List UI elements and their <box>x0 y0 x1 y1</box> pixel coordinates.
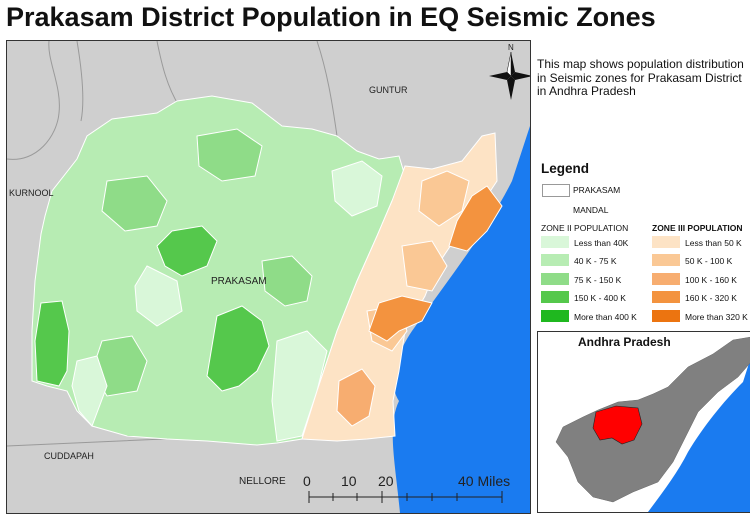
inset-sea <box>648 360 750 512</box>
scale-tick-10: 10 <box>341 473 357 489</box>
zone3-swatch-3 <box>652 273 680 285</box>
zone2-swatch-4 <box>541 291 569 303</box>
mandal-160k-320k[interactable] <box>448 185 503 252</box>
zone3-swatch-4 <box>652 291 680 303</box>
mandal-75k-150k[interactable] <box>196 128 263 182</box>
scale-tick-40: 40 Miles <box>458 473 510 489</box>
mandal-100k-160k[interactable] <box>336 368 376 427</box>
zone2-label-1: Less than 40K <box>574 238 629 248</box>
zone2-header: ZONE II POPULATION <box>541 223 629 233</box>
mandal-75k-150k[interactable] <box>101 175 168 232</box>
scale-bar <box>308 491 503 503</box>
scale-tick-0: 0 <box>303 473 311 489</box>
zone2-label-3: 75 K - 150 K <box>574 275 622 285</box>
map-description: This map shows population distribution i… <box>537 57 744 98</box>
zone3-swatch-5 <box>652 310 680 322</box>
mandal-160k-320k[interactable] <box>368 295 433 342</box>
zone3-swatch-1 <box>652 236 680 248</box>
label-kurnool: KURNOOL <box>9 188 54 198</box>
north-arrow-icon <box>489 51 530 100</box>
district-boundary <box>316 41 338 137</box>
label-prakasam: PRAKASAM <box>211 276 267 287</box>
label-guntur: GUNTUR <box>369 85 408 95</box>
page-title: Prakasam District Population in EQ Seism… <box>6 2 656 32</box>
zone2-swatch-5 <box>541 310 569 322</box>
zone2-label-4: 150 K - 400 K <box>574 293 626 303</box>
inset-map[interactable]: Andhra Pradesh <box>537 331 750 513</box>
scale-tick-20: 20 <box>378 473 394 489</box>
zone2-label-2: 40 K - 75 K <box>574 256 617 266</box>
label-cuddapah: CUDDAPAH <box>44 451 94 461</box>
mandal-150k-400k[interactable] <box>206 305 270 392</box>
zone3-label-3: 100 K - 160 K <box>685 275 737 285</box>
zone3-header: ZONE III POPULATION <box>652 223 743 233</box>
mandal-50k-100k[interactable] <box>418 170 470 227</box>
legend-prakasam: PRAKASAM <box>573 185 621 195</box>
legend-mandal: MANDAL <box>573 205 609 215</box>
zone2-swatch-3 <box>541 273 569 285</box>
zone2-swatch-1 <box>541 236 569 248</box>
inset-title: Andhra Pradesh <box>578 335 671 349</box>
prakasam-swatch <box>542 184 570 197</box>
north-label: N <box>508 43 514 52</box>
mandal-150k-400k[interactable] <box>34 300 70 387</box>
mandal-50k-100k[interactable] <box>401 240 448 292</box>
mandal-75k-150k[interactable] <box>261 255 313 307</box>
zone2-label-5: More than 400 K <box>574 312 637 322</box>
district-boundary <box>156 41 180 107</box>
legend-title: Legend <box>541 161 590 176</box>
mandal-less-40k[interactable] <box>134 265 183 327</box>
zone3-label-4: 160 K - 320 K <box>685 293 737 303</box>
district-boundary <box>76 41 84 122</box>
zone3-swatch-2 <box>652 254 680 266</box>
mandal-less-40k[interactable] <box>71 355 108 427</box>
zone2-swatch-2 <box>541 254 569 266</box>
district-map[interactable]: GUNTUR KURNOOL PRAKASAM CUDDAPAH NELLORE… <box>6 40 531 514</box>
district-boundary <box>7 41 60 160</box>
andhra-pradesh-state <box>555 336 750 503</box>
mandal-150k-400k[interactable] <box>156 225 218 277</box>
bay-of-bengal-sea <box>392 126 530 513</box>
zone3-label-5: More than 320 K <box>685 312 748 322</box>
label-nellore: NELLORE <box>239 476 286 487</box>
zone3-label-2: 50 K - 100 K <box>685 256 733 266</box>
zone3-label-1: Less than 50 K <box>685 238 742 248</box>
mandal-less-40k[interactable] <box>331 160 383 217</box>
prakasam-highlight[interactable] <box>592 405 643 445</box>
